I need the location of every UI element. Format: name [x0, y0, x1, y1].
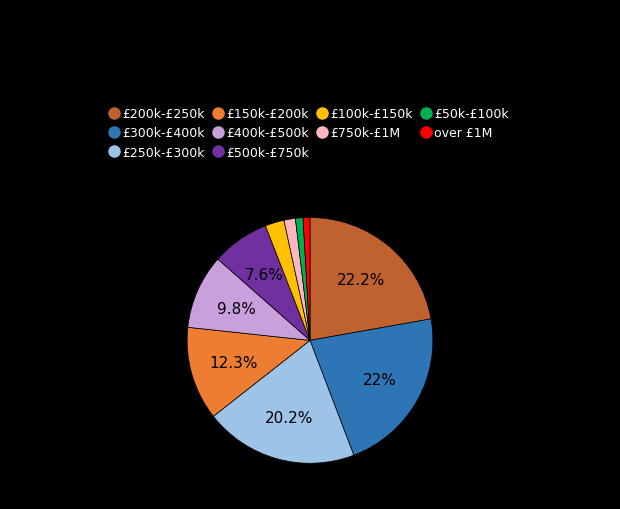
Wedge shape — [310, 218, 431, 341]
Wedge shape — [310, 319, 433, 456]
Text: 22%: 22% — [363, 373, 396, 387]
Wedge shape — [188, 260, 310, 341]
Wedge shape — [187, 328, 310, 416]
Text: 9.8%: 9.8% — [218, 301, 256, 316]
Text: 22.2%: 22.2% — [337, 272, 386, 287]
Wedge shape — [295, 218, 310, 341]
Wedge shape — [303, 218, 310, 341]
Text: 7.6%: 7.6% — [245, 268, 284, 283]
Wedge shape — [218, 227, 310, 341]
Text: 12.3%: 12.3% — [209, 355, 257, 370]
Wedge shape — [213, 341, 354, 463]
Text: 20.2%: 20.2% — [265, 410, 313, 425]
Wedge shape — [265, 221, 310, 341]
Wedge shape — [284, 219, 310, 341]
Legend: £200k-£250k, £300k-£400k, £250k-£300k, £150k-£200k, £400k-£500k, £500k-£750k, £1: £200k-£250k, £300k-£400k, £250k-£300k, £… — [105, 102, 515, 165]
